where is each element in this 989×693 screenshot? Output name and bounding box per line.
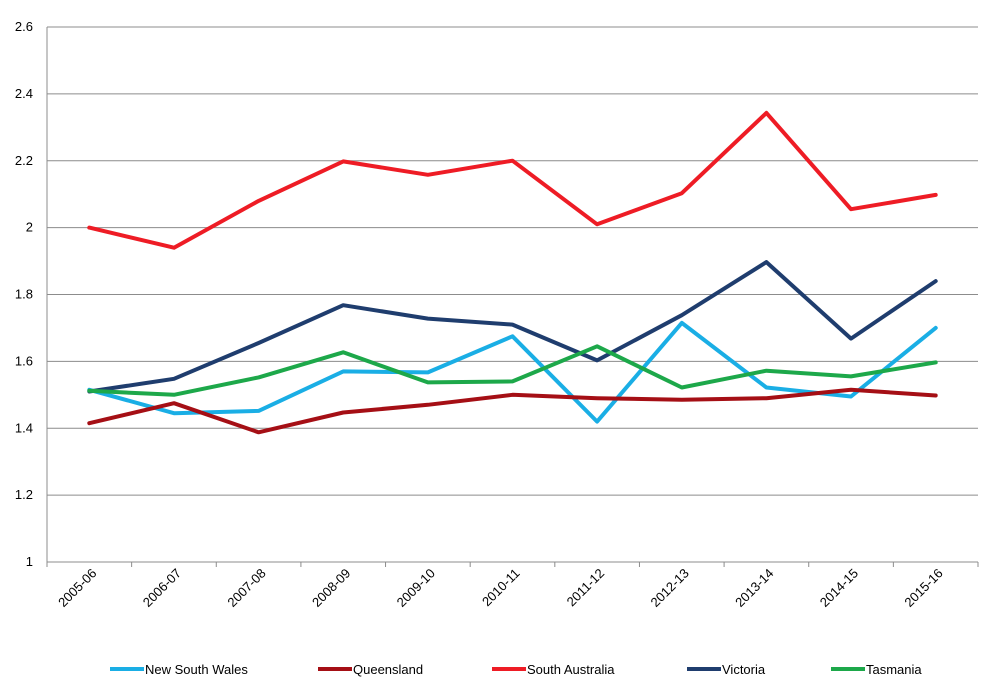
- x-tick-label: 2010-11: [479, 566, 523, 610]
- y-tick-label: 2.6: [15, 19, 33, 34]
- x-tick-label: 2012-13: [648, 566, 692, 610]
- x-tick-label: 2015-16: [901, 566, 945, 610]
- y-tick-label: 2.4: [15, 86, 33, 101]
- y-axis-ticks: 1 1.2 1.4 1.6 1.8 2 2.2 2.4 2.6: [15, 19, 33, 569]
- legend-item: New South Wales: [110, 662, 248, 677]
- legend-label: Victoria: [722, 662, 766, 677]
- series-line-queensland: [87, 387, 938, 435]
- x-tick-label: 2013-14: [732, 566, 776, 610]
- x-tick-label: 2011-12: [564, 566, 608, 610]
- x-tick-label: 2006-07: [140, 566, 184, 610]
- gridlines: [47, 26, 978, 496]
- axes: [46, 27, 979, 567]
- x-tick-label: 2009-10: [394, 566, 438, 610]
- legend-label: New South Wales: [145, 662, 248, 677]
- series-line-victoria: [87, 260, 938, 394]
- legend-label: South Australia: [527, 662, 615, 677]
- y-tick-label: 1.4: [15, 420, 33, 435]
- series-lines: [87, 110, 938, 435]
- legend: New South Wales Queensland South Australia…: [110, 662, 922, 677]
- series-line-tasmania: [87, 344, 938, 397]
- y-tick-label: 1.6: [15, 353, 33, 368]
- y-tick-label: 2.2: [15, 153, 33, 168]
- y-tick-label: 1.8: [15, 287, 33, 302]
- x-axis-ticks: 2005-06 2006-07 2007-08 2008-09 2009-10 2010-…: [55, 566, 946, 610]
- legend-item: South Australia: [492, 662, 615, 677]
- legend-label: Tasmania: [866, 662, 922, 677]
- legend-item: Queensland: [318, 662, 423, 677]
- x-tick-label: 2005-06: [55, 566, 99, 610]
- x-tick-label: 2007-08: [224, 566, 268, 610]
- x-tick-label: 2014-15: [817, 566, 861, 610]
- y-tick-label: 2: [26, 220, 33, 235]
- legend-label: Queensland: [353, 662, 423, 677]
- series-line-south-australia: [87, 110, 938, 250]
- series-line-new-south-wales: [87, 320, 938, 424]
- legend-item: Victoria: [687, 662, 766, 677]
- y-tick-label: 1: [26, 554, 33, 569]
- y-tick-label: 1.2: [15, 487, 33, 502]
- x-tick-label: 2008-09: [309, 566, 353, 610]
- legend-item: Tasmania: [831, 662, 922, 677]
